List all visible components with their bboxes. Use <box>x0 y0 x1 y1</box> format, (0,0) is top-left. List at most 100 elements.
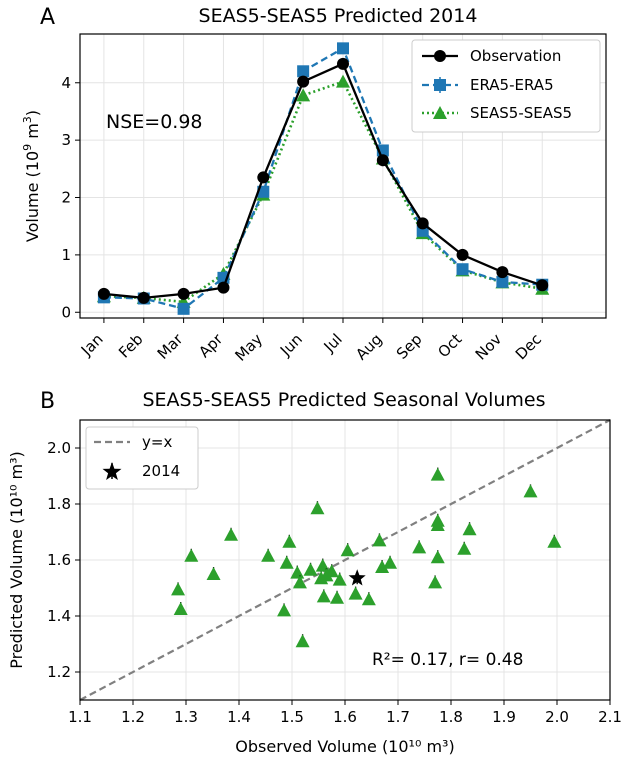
legend-label-seas5: SEAS5-SEAS5 <box>470 104 572 122</box>
y-tick-label: 1.6 <box>47 551 71 569</box>
series-line <box>103 46 543 311</box>
month-tick-label: Sep <box>393 330 426 363</box>
data-point <box>177 302 190 315</box>
scatter-point <box>279 555 294 569</box>
month-tick-label: Feb <box>115 330 147 362</box>
scatter-point <box>277 603 292 617</box>
x-tick-label: 1.3 <box>174 708 198 726</box>
scatter-point <box>330 590 345 604</box>
x-tick-label: 2.1 <box>598 708 622 726</box>
scatter-point <box>184 548 199 562</box>
panel-a-series <box>96 42 550 315</box>
legend-label-y-equals-x: y=x <box>142 433 172 451</box>
scatter-point <box>361 592 376 606</box>
panel-a: A SEAS5-SEAS5 Predicted 2014 0 1 2 3 4 Jan Fe… <box>21 5 607 365</box>
y-tick-label: 2.0 <box>47 439 71 457</box>
scatter-point <box>173 602 188 615</box>
scatter-point <box>315 558 330 572</box>
scatter-point <box>261 548 276 562</box>
legend-entry-era5: ERA5-ERA5 <box>422 76 554 94</box>
scatter-point <box>292 575 307 589</box>
x-tick-label: 1.1 <box>68 708 92 726</box>
month-tick-label: Mar <box>154 330 187 363</box>
scatter-point <box>303 562 318 576</box>
data-point <box>337 57 349 70</box>
legend-entry-observation: Observation <box>422 47 561 65</box>
scatter-point <box>457 541 472 555</box>
scatter-point <box>428 575 443 589</box>
month-tick-label: Jan <box>77 330 107 360</box>
x-tick-label: 2.0 <box>545 708 569 726</box>
y-tick-label: 1.2 <box>47 663 71 681</box>
data-point <box>297 65 310 78</box>
scatter-point <box>430 513 445 527</box>
legend-entry-y-equals-x: y=x <box>94 433 172 451</box>
highlight-point-2014 <box>348 569 366 586</box>
panel-a-title: SEAS5-SEAS5 Predicted 2014 <box>199 5 478 27</box>
panel-b-letter: B <box>40 389 55 414</box>
scatter-point <box>375 560 390 573</box>
scatter-point <box>340 543 355 557</box>
x-tick-label: 1.4 <box>227 708 251 726</box>
panel-a-legend: Observation ERA5-ERA5 SEAS5-SEAS5 <box>411 39 601 133</box>
panel-a-x-ticks: Jan Feb Mar Apr May Jun Jul Aug Sep Oct Nov Dec <box>77 318 545 365</box>
panel-b-x-label: Observed Volume (10¹⁰ m³) <box>235 737 454 756</box>
x-tick-label: 1.6 <box>333 708 357 726</box>
data-point <box>137 291 150 304</box>
legend-entry-seas5: SEAS5-SEAS5 <box>422 104 572 122</box>
panel-a-legend-box <box>411 39 601 133</box>
data-point <box>257 171 270 184</box>
y-tick-label: 1.4 <box>47 607 71 625</box>
scatter-point <box>206 567 221 580</box>
panel-b: B SEAS5-SEAS5 Predicted Seasonal Volumes… <box>7 389 622 756</box>
series-line <box>103 80 543 304</box>
panel-b-y-ticks: 1.2 1.4 1.6 1.8 2.0 <box>47 439 80 681</box>
data-point <box>296 88 311 102</box>
panel-b-y-label: Predicted Volume (10¹⁰ m³) <box>7 451 26 669</box>
month-tick-label: May <box>231 330 266 365</box>
data-point <box>376 154 389 167</box>
scatter-point <box>295 634 310 648</box>
data-point <box>496 275 509 288</box>
panel-a-letter: A <box>40 5 55 30</box>
data-point <box>496 266 509 279</box>
series-observation <box>97 57 549 304</box>
data-point <box>336 74 350 88</box>
reference-line-y-equals-x <box>79 419 611 701</box>
legend-label-2014: 2014 <box>142 462 180 480</box>
data-point <box>456 263 469 276</box>
panel-b-legend: y=x 2014 <box>85 426 199 490</box>
panel-b-points <box>171 467 562 648</box>
x-tick-label: 1.7 <box>386 708 410 726</box>
data-point <box>297 75 310 88</box>
month-tick-label: Jun <box>276 330 306 360</box>
month-tick-label: Oct <box>434 330 465 361</box>
scatter-point <box>224 527 239 541</box>
y-tick-label: 3 <box>61 131 71 149</box>
series-line <box>103 62 543 300</box>
scatter-point <box>324 564 339 578</box>
scatter-point <box>547 534 562 548</box>
r-squared-annotation: R²= 0.17, r= 0.48 <box>372 650 523 670</box>
month-tick-label: Jul <box>320 330 346 356</box>
scatter-point <box>282 534 297 548</box>
scatter-point <box>523 484 538 498</box>
legend-label-observation: Observation <box>470 47 561 65</box>
data-point <box>337 42 349 55</box>
star-icon <box>102 462 122 480</box>
observation-marker-icon <box>434 50 446 62</box>
month-tick-label: Apr <box>195 330 227 362</box>
legend-entry-2014: 2014 <box>102 462 180 480</box>
data-point <box>456 248 469 261</box>
x-tick-label: 1.5 <box>280 708 304 726</box>
data-point <box>536 279 549 292</box>
panel-a-y-label: Volume (109 m3) <box>21 110 42 242</box>
panel-b-x-ticks: 1.1 1.2 1.3 1.4 1.5 1.6 1.7 1.8 1.9 2.0 2.1 <box>68 700 622 726</box>
seas5-marker-icon <box>433 106 447 119</box>
scatter-point <box>310 501 325 515</box>
x-tick-label: 1.9 <box>492 708 516 726</box>
scatter-point <box>383 555 398 569</box>
scatter-point <box>372 533 387 547</box>
scatter-point <box>316 589 331 603</box>
